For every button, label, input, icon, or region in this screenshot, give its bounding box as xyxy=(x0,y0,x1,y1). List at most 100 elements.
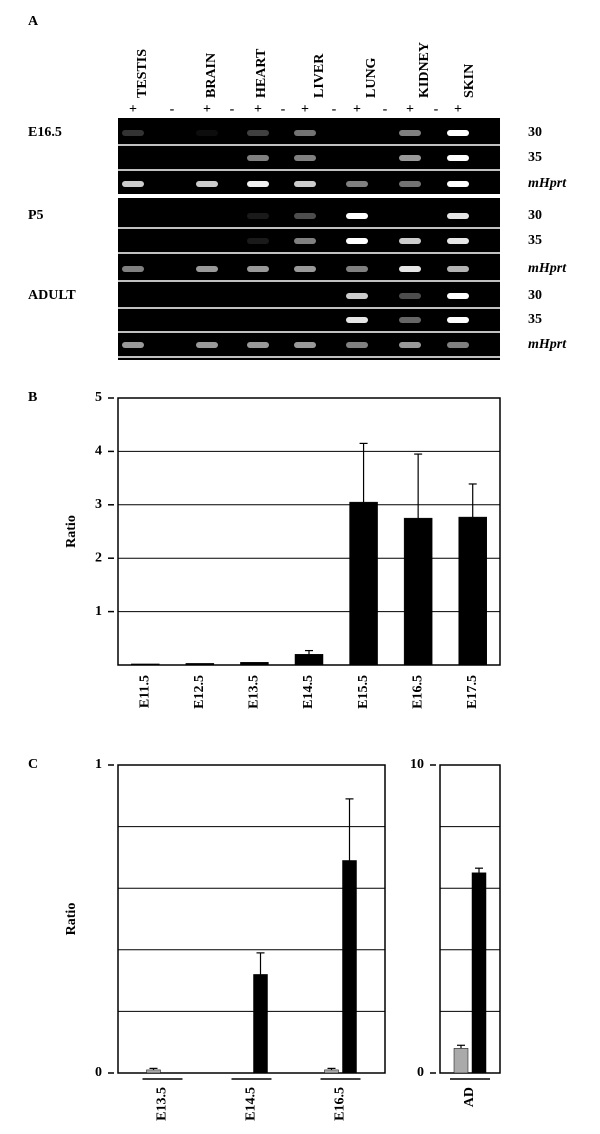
bar xyxy=(458,516,487,666)
gel-band xyxy=(247,342,269,348)
bar xyxy=(131,663,160,666)
gel-band xyxy=(346,238,368,244)
group-label: P5 xyxy=(28,208,44,223)
error-bar xyxy=(256,952,265,975)
tissue-label: KIDNEY xyxy=(417,42,432,98)
error-bar xyxy=(345,798,354,861)
lane-label: - xyxy=(230,102,235,117)
gel-band xyxy=(294,155,316,161)
bar xyxy=(253,974,268,1074)
error-bar xyxy=(327,1067,336,1070)
lane-label: + xyxy=(353,102,361,117)
gel-band xyxy=(447,238,469,244)
gel-band xyxy=(399,181,421,187)
gel-band xyxy=(346,317,368,323)
panel-label: C xyxy=(28,757,38,772)
gel-band xyxy=(346,181,368,187)
y-tick-label: 3 xyxy=(95,497,102,512)
x-tick-label: E14.5 xyxy=(301,675,316,709)
group-label: ADULT xyxy=(28,288,76,303)
y-tick-label: 0 xyxy=(95,1065,102,1080)
gel-band xyxy=(247,238,269,244)
gel-band xyxy=(447,317,469,323)
gel-band xyxy=(399,155,421,161)
gel-band xyxy=(294,130,316,136)
gel-band xyxy=(447,213,469,219)
lane-label: - xyxy=(383,102,388,117)
gel-band xyxy=(447,130,469,136)
lane-label: + xyxy=(454,102,462,117)
plot-frame xyxy=(117,764,386,1074)
gel-band xyxy=(447,155,469,161)
lane-label: + xyxy=(301,102,309,117)
bar xyxy=(471,872,487,1074)
gel-band xyxy=(346,342,368,348)
gel-band xyxy=(294,342,316,348)
gel-band xyxy=(294,238,316,244)
gel-band xyxy=(346,293,368,299)
gel-band xyxy=(247,266,269,272)
lane-label: - xyxy=(332,102,337,117)
row-label: 30 xyxy=(528,288,542,303)
gel-band xyxy=(294,213,316,219)
x-tick-label: E14.5 xyxy=(244,1087,259,1121)
x-tick-label: E17.5 xyxy=(465,675,480,709)
tissue-label: LUNG xyxy=(364,57,379,98)
lane-label: - xyxy=(434,102,439,117)
error-bar xyxy=(359,442,368,503)
gel-band xyxy=(447,181,469,187)
gel-band xyxy=(247,155,269,161)
error-bar xyxy=(457,1044,465,1049)
y-tick-label: 1 xyxy=(95,757,102,772)
tissue-label: LIVER xyxy=(312,53,327,98)
x-tick-label: E13.5 xyxy=(247,675,262,709)
x-tick-label: E13.5 xyxy=(155,1087,170,1121)
bar xyxy=(146,1069,161,1074)
error-bar xyxy=(414,453,423,519)
error-bar xyxy=(468,483,477,518)
y-tick-label: 2 xyxy=(95,550,102,565)
row-label: mHprt xyxy=(528,261,567,276)
gel-band xyxy=(196,342,218,348)
gel-band xyxy=(399,238,421,244)
gel-band xyxy=(399,317,421,323)
gel-band xyxy=(294,266,316,272)
x-tick-label: E11.5 xyxy=(138,675,153,708)
gel-band xyxy=(447,293,469,299)
lane-label: + xyxy=(203,102,211,117)
group-label: E16.5 xyxy=(28,125,62,140)
bar xyxy=(453,1048,469,1074)
lane-label: - xyxy=(281,102,286,117)
y-tick-label: 10 xyxy=(410,757,424,772)
bar xyxy=(185,663,215,666)
lane-label: + xyxy=(129,102,137,117)
x-tick-label: AD xyxy=(462,1087,477,1107)
gel-band xyxy=(346,266,368,272)
gel-band xyxy=(196,130,218,136)
bar xyxy=(294,654,324,666)
panel-label: B xyxy=(28,390,37,405)
row-label: 35 xyxy=(528,150,542,165)
gel-band xyxy=(122,342,144,348)
y-axis-label: Ratio xyxy=(64,515,79,548)
tissue-label: TESTIS xyxy=(135,49,150,98)
y-tick-label: 5 xyxy=(95,390,102,405)
plot-frame xyxy=(117,397,501,666)
gel-band xyxy=(122,130,144,136)
row-label: 35 xyxy=(528,233,542,248)
plot-frame xyxy=(439,764,501,1074)
gel-band xyxy=(346,213,368,219)
row-label: 35 xyxy=(528,312,542,327)
gel-band xyxy=(196,266,218,272)
bar xyxy=(349,501,378,666)
lane-label: + xyxy=(254,102,262,117)
gel-band xyxy=(399,130,421,136)
error-bar xyxy=(149,1067,158,1070)
x-tick-label: E12.5 xyxy=(192,675,207,709)
gel-band xyxy=(247,181,269,187)
tissue-label: SKIN xyxy=(462,64,477,98)
x-tick-label: E16.5 xyxy=(333,1087,348,1121)
row-label: 30 xyxy=(528,125,542,140)
gel-band xyxy=(122,266,144,272)
